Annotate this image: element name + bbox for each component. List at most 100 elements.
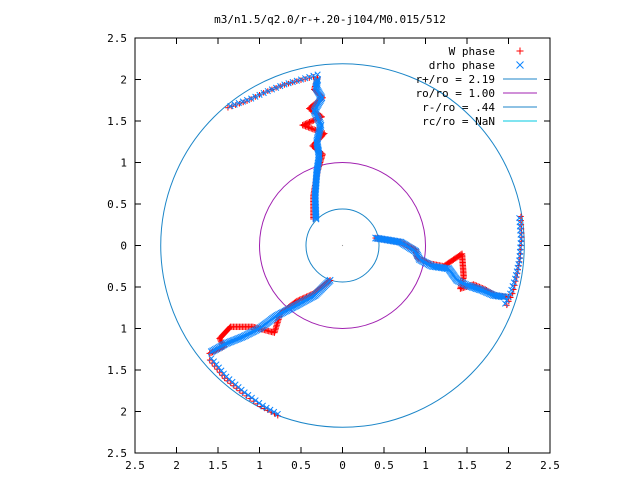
drho-phase-point <box>517 235 525 243</box>
drho-phase-point <box>285 80 292 87</box>
y-tick-label: 1 <box>120 157 127 170</box>
drho-phase-point <box>395 238 403 246</box>
x-tick-label: 1.5 <box>457 459 477 472</box>
drho-phase-point <box>477 286 485 294</box>
x-tick-label: 2 <box>173 459 180 472</box>
y-tick-label: 2.5 <box>107 32 127 45</box>
drho-phase-point <box>508 286 515 294</box>
drho-phase-point <box>316 118 324 126</box>
drho-phase-point <box>235 383 242 391</box>
drho-phase-point <box>267 406 274 413</box>
drho-phase-point <box>256 91 263 99</box>
drho-phase-point <box>511 275 519 282</box>
drho-phase-point <box>231 101 238 108</box>
drho-phase-point <box>314 158 322 166</box>
drho-phase-point <box>256 399 263 407</box>
x-tick-label: 1.5 <box>208 459 228 472</box>
drho-phase-point <box>502 300 509 307</box>
drho-phase-point <box>505 293 512 301</box>
drho-phase-point <box>467 283 475 291</box>
drho-phase-point <box>485 289 493 297</box>
drho-phase-point <box>274 410 281 418</box>
legend-label: r-/ro = .44 <box>422 101 495 114</box>
drho-phase-point <box>497 292 505 301</box>
x-tick-label: 2.5 <box>540 459 560 472</box>
drho-phase-point <box>293 77 301 84</box>
y-tick-label: 1.5 <box>107 364 127 377</box>
drho-phase-point <box>315 150 323 159</box>
drho-phase-point <box>512 271 520 279</box>
y-tick-label: 2 <box>120 406 127 419</box>
drho-phase-point <box>394 238 402 246</box>
drho-phase-point <box>510 279 518 286</box>
drho-phase-point <box>241 389 248 396</box>
legend-label: rc/ro = NaN <box>422 115 495 128</box>
y-tick-label: 2.5 <box>107 447 127 460</box>
drho-phase-point <box>314 75 322 84</box>
drho-phase-point <box>248 394 256 401</box>
drho-phase-point <box>315 149 323 157</box>
legend-label: r+/ro = 2.19 <box>416 73 495 86</box>
drho-phase-point <box>312 82 320 90</box>
legend-label: drho phase <box>429 59 495 72</box>
x-tick-label: 0 <box>339 459 346 472</box>
drho-phase-point <box>515 260 522 268</box>
radius-circle <box>160 63 525 428</box>
drho-phase-point <box>272 84 280 91</box>
drho-phase-point <box>507 290 514 297</box>
drho-phase-point <box>488 291 496 299</box>
drho-phase-point <box>277 82 284 90</box>
drho-phase-point <box>316 123 325 131</box>
drho-phase-point <box>270 408 278 416</box>
drho-phase-point <box>289 78 296 86</box>
x-tick-label: 0.5 <box>374 459 394 472</box>
drho-phase-point <box>517 244 524 251</box>
radius-circle <box>305 208 380 283</box>
drho-phase-point <box>316 120 324 128</box>
drho-phase-point <box>454 277 463 285</box>
drho-phase-point <box>453 276 461 284</box>
drho-phase-point <box>516 61 524 69</box>
drho-phase-point <box>459 279 467 287</box>
drho-phase-point <box>481 288 489 296</box>
drho-phase-point <box>314 71 321 78</box>
drho-phase-point <box>457 278 465 287</box>
y-tick-label: 0.5 <box>107 198 127 211</box>
drho-phase-point <box>317 121 325 129</box>
drho-phase-point <box>484 289 492 297</box>
drho-phase-point <box>297 76 305 83</box>
drho-phase-point <box>313 78 321 86</box>
drho-phase-point <box>313 170 321 178</box>
drho-phase-point <box>227 102 234 110</box>
drho-phase-point <box>466 282 474 290</box>
drho-phase-point <box>239 98 247 105</box>
x-tick-label: 2 <box>505 459 512 472</box>
drho-phase-point <box>499 293 507 301</box>
drho-phase-point <box>315 152 323 160</box>
drho-phase-point <box>313 164 322 172</box>
drho-phase-point <box>314 159 322 167</box>
drho-phase-point <box>315 156 323 164</box>
drho-phase-point <box>468 283 476 291</box>
drho-phase-point <box>315 117 323 125</box>
radius-circle <box>259 162 426 329</box>
drho-phase-point <box>516 257 523 264</box>
drho-phase-point <box>442 264 450 272</box>
x-tick-label: 0.5 <box>291 459 311 472</box>
drho-phase-point <box>456 278 464 286</box>
drho-phase-point <box>314 148 323 156</box>
plot-area <box>134 37 551 454</box>
drho-phase-point <box>314 143 322 151</box>
x-tick-label: 2.5 <box>125 459 145 472</box>
drho-phase-point <box>281 81 288 88</box>
drho-phase-point <box>472 284 481 293</box>
drho-phase-point <box>245 391 252 399</box>
drho-phase-point <box>460 280 468 288</box>
drho-phase-point <box>479 287 487 295</box>
x-tick-label: 1 <box>256 459 263 472</box>
drho-phase-point <box>313 113 321 121</box>
legend-label: W phase <box>449 45 495 58</box>
drho-phase-point <box>516 252 523 260</box>
